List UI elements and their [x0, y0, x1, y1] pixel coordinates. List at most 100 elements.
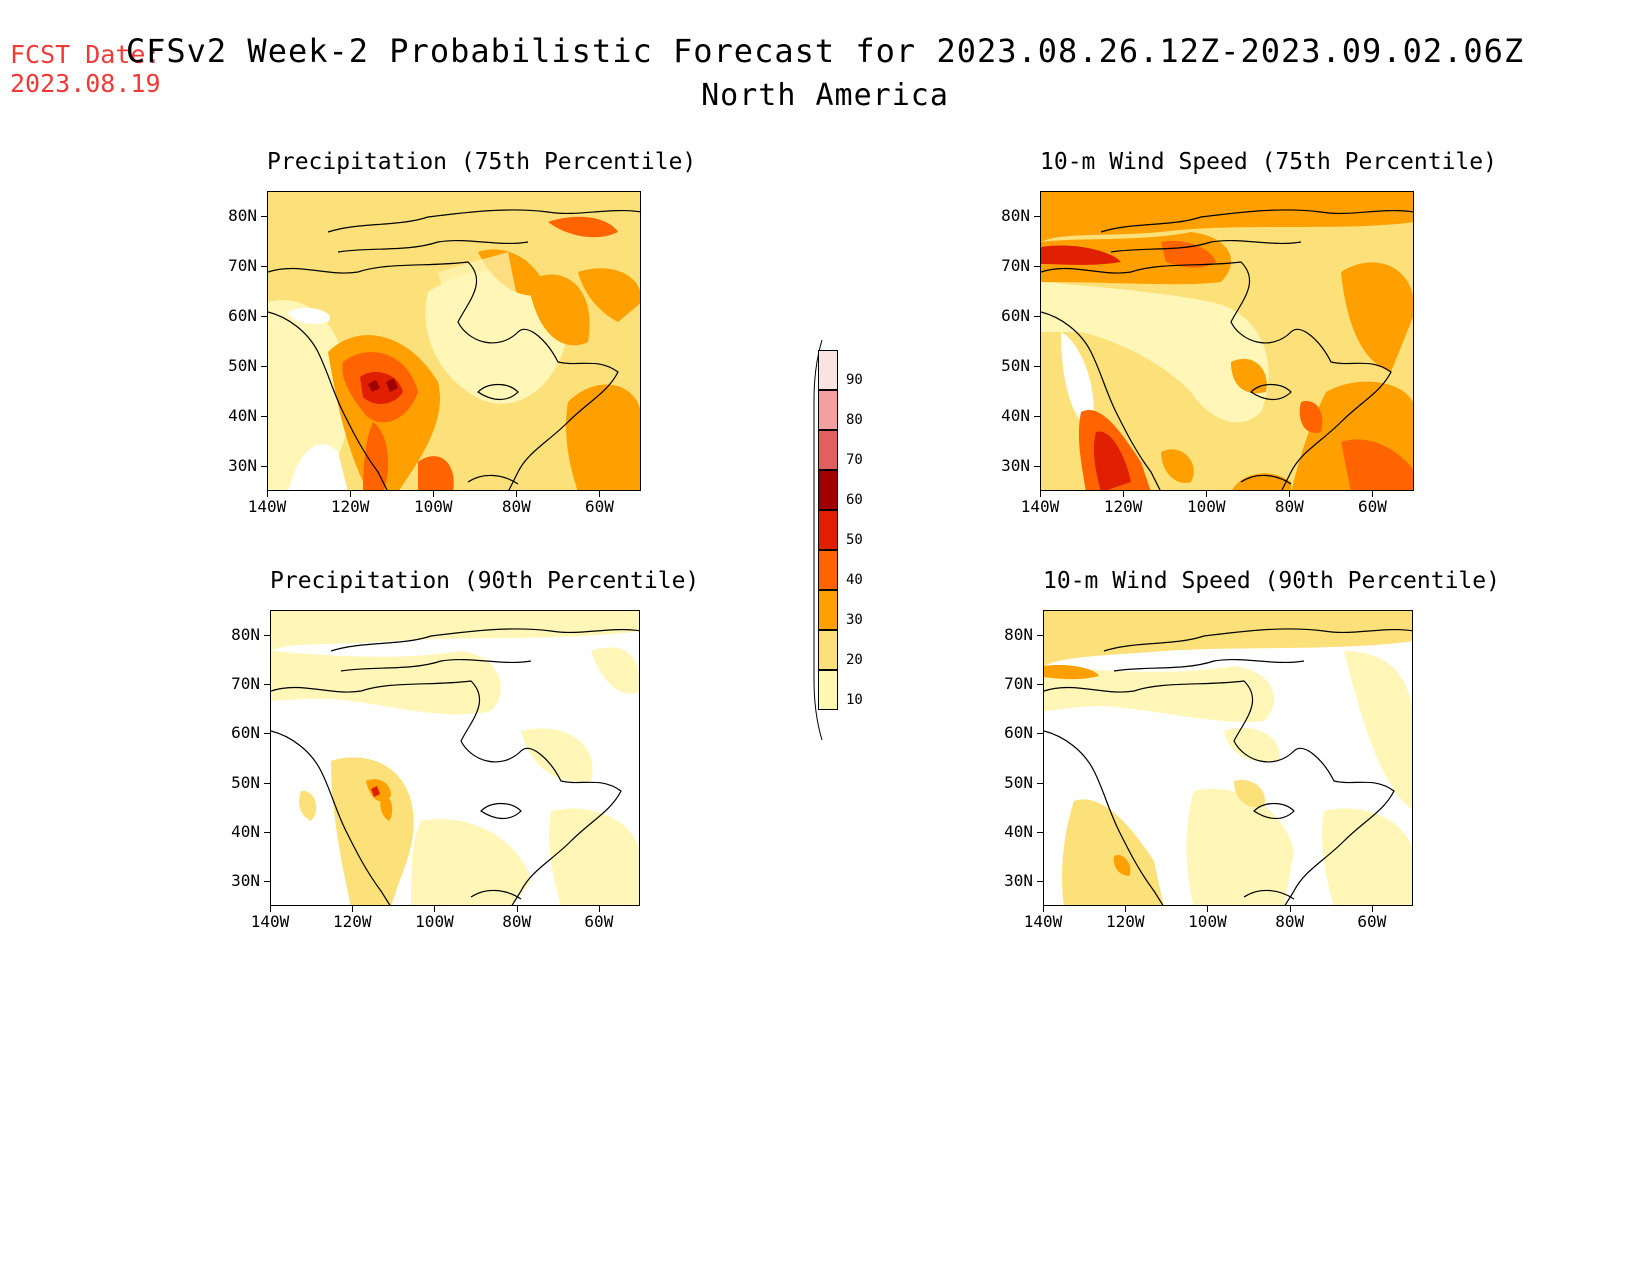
- legend-label: 90: [846, 372, 863, 388]
- lat-tick: [1034, 366, 1040, 367]
- map-precip-75: [267, 191, 641, 491]
- lat-label: 60N: [1001, 306, 1030, 325]
- lat-tick: [264, 782, 270, 784]
- lat-label: 80N: [1001, 206, 1030, 225]
- legend-swatch: [818, 470, 838, 510]
- lon-label: 100W: [1188, 912, 1227, 931]
- fcst-date: FCST Date: 2023.08.19: [10, 40, 161, 98]
- lat-label: 30N: [1001, 456, 1030, 475]
- lat-label: 70N: [1001, 256, 1030, 275]
- legend-swatch: [818, 390, 838, 430]
- lon-label: 80W: [1274, 497, 1304, 516]
- lat-label: 60N: [231, 723, 260, 743]
- lat-label: 50N: [1004, 772, 1033, 792]
- legend-label: 30: [846, 612, 863, 628]
- lon-tick: [1207, 906, 1209, 912]
- map-graphic: [268, 192, 640, 490]
- lat-tick: [261, 466, 267, 467]
- lat-label: 70N: [231, 674, 260, 693]
- fcst-date-label: FCST Date:: [10, 40, 161, 69]
- lat-tick: [1037, 881, 1043, 883]
- lat-label: 80N: [228, 206, 257, 225]
- legend-swatch: [818, 590, 838, 630]
- lat-tick: [264, 881, 270, 883]
- lon-label: 120W: [1103, 497, 1143, 516]
- lon-tick: [270, 906, 271, 912]
- lat-tick: [261, 266, 267, 267]
- map-graphic: [271, 611, 639, 905]
- legend-label: 50: [846, 532, 863, 548]
- lon-label: 140W: [250, 912, 290, 931]
- lon-tick: [1206, 491, 1208, 497]
- legend-swatch: [818, 430, 838, 470]
- map-wind-90: [1043, 610, 1413, 906]
- lat-label: 30N: [228, 456, 257, 475]
- lon-tick: [1289, 906, 1291, 912]
- lat-label: 50N: [231, 772, 260, 792]
- panel-precip-90: Precipitation (90th Percentile): [270, 568, 699, 906]
- legend-label: 80: [846, 412, 863, 428]
- lat-label: 80N: [231, 624, 260, 644]
- panel-precip-75: Precipitation (75th Percentile): [267, 149, 696, 491]
- lon-tick: [516, 906, 518, 912]
- lat-label: 50N: [1001, 356, 1030, 375]
- lon-label: 60W: [1357, 912, 1387, 931]
- legend-swatch: [818, 550, 838, 590]
- lat-tick: [1037, 832, 1043, 833]
- lat-tick: [1034, 466, 1040, 467]
- lat-label: 50N: [228, 356, 257, 375]
- lat-tick: [1034, 316, 1040, 317]
- map-graphic: [1041, 192, 1413, 490]
- color-legend: 90 80 70 60 50 40 30 20 10: [810, 340, 890, 740]
- lon-tick: [434, 906, 436, 912]
- lat-label: 60N: [228, 306, 257, 325]
- legend-bracket: [813, 340, 823, 740]
- legend-swatch: [818, 670, 838, 710]
- legend-label: 70: [846, 452, 863, 468]
- lon-label: 60W: [1357, 497, 1387, 516]
- lon-label: 100W: [415, 912, 454, 931]
- lon-label: 140W: [1020, 497, 1060, 516]
- lon-label: 120W: [330, 497, 370, 516]
- lat-tick: [261, 216, 267, 217]
- legend-label: 60: [846, 492, 863, 508]
- lon-tick: [599, 491, 601, 497]
- panel-title: 10-m Wind Speed (75th Percentile): [1040, 149, 1497, 175]
- lon-tick: [1371, 906, 1373, 912]
- lon-label: 60W: [584, 497, 614, 516]
- panel-title: Precipitation (75th Percentile): [267, 149, 697, 175]
- lon-tick: [516, 491, 518, 497]
- lat-tick: [261, 366, 267, 367]
- lat-tick: [264, 733, 270, 735]
- lon-tick: [598, 906, 600, 912]
- lat-label: 70N: [228, 256, 257, 275]
- legend-label: 20: [846, 652, 863, 668]
- page-subtitle: North America: [701, 78, 949, 113]
- lon-tick: [433, 491, 435, 497]
- fcst-date-value: 2023.08.19: [10, 69, 161, 98]
- panel-title: 10-m Wind Speed (90th Percentile): [1043, 568, 1500, 594]
- lat-tick: [1037, 684, 1043, 685]
- map-wind-75: [1040, 191, 1414, 491]
- lon-tick: [1123, 491, 1125, 497]
- lon-tick: [1372, 491, 1374, 497]
- legend-swatch: [818, 350, 838, 390]
- lon-label: 120W: [1105, 912, 1145, 931]
- lat-tick: [264, 832, 270, 833]
- lon-label: 120W: [332, 912, 372, 931]
- lon-tick: [1043, 906, 1044, 912]
- lon-tick: [267, 491, 268, 497]
- lon-label: 80W: [501, 497, 531, 516]
- lat-tick: [261, 416, 267, 417]
- lat-label: 70N: [1004, 674, 1033, 693]
- lat-label: 40N: [1001, 406, 1030, 425]
- lat-tick: [264, 684, 270, 685]
- lon-tick: [352, 906, 354, 912]
- lat-tick: [261, 316, 267, 317]
- lon-label: 100W: [1186, 497, 1226, 516]
- lat-label: 40N: [1004, 822, 1033, 841]
- lat-tick: [1034, 216, 1040, 217]
- lon-tick: [350, 491, 352, 497]
- lat-label: 80N: [1004, 624, 1033, 644]
- lat-tick: [1037, 634, 1043, 636]
